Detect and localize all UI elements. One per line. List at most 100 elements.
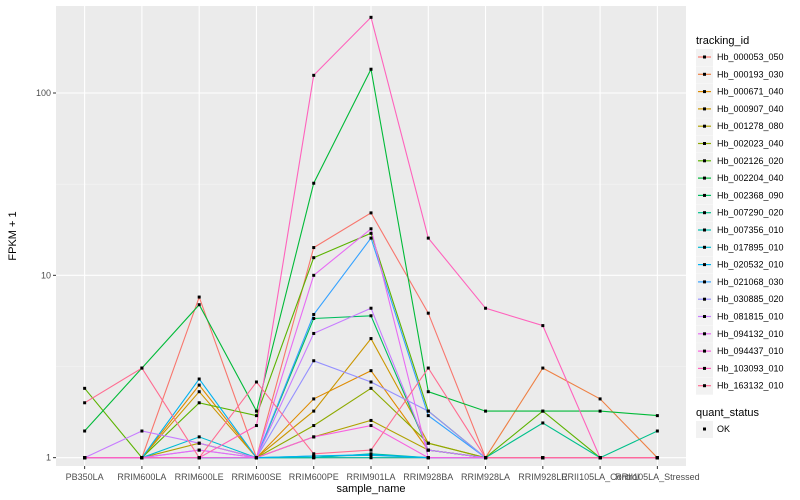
data-point [655,456,659,460]
data-point [312,435,316,439]
data-point [197,303,201,307]
x-tick-label: RRIM600SE [231,472,281,482]
x-axis-title: sample_name [336,483,405,495]
data-point [312,312,316,316]
y-axis: 1 10 100 [36,88,56,463]
legend-label: Hb_002023_040 [717,139,784,149]
legend-key-point [703,280,706,284]
legend-label: Hb_000907_040 [717,104,784,114]
legend-key-point [703,315,706,318]
legend-label: Hb_030885_020 [717,294,784,304]
legend-title: tracking_id [696,35,749,47]
data-point [541,409,545,413]
data-point [312,359,316,363]
data-point [369,211,373,215]
legend-label: Hb_094132_010 [717,329,784,339]
data-point [312,456,316,460]
quant-legend-label: OK [717,424,730,434]
data-point [369,227,373,231]
legend-label: Hb_007356_010 [717,225,784,235]
data-point [369,337,373,341]
legend-label: Hb_007290_020 [717,208,784,218]
data-point [83,386,87,390]
data-point [312,331,316,335]
quant-status-legend-title: quant_status [696,407,759,419]
data-point [655,429,659,433]
data-point [369,380,373,384]
data-point [369,306,373,310]
data-point [369,424,373,428]
legend-key-point [703,90,706,94]
data-point [369,418,373,422]
legend-label: Hb_020532_010 [717,260,784,270]
x-tick-label: RRIM600PE [289,472,339,482]
x-tick-label: RRIM600LE [175,472,224,482]
legend-key-point [703,176,706,180]
legend-label: Hb_000671_040 [717,87,784,97]
data-point [426,441,430,445]
data-point [426,414,430,418]
legend-key-point [703,263,706,267]
series-points [83,15,659,460]
data-point [541,456,545,460]
data-point [312,452,316,456]
legend-key-point [703,245,706,249]
data-point [197,383,201,387]
legend-label: Hb_163132_010 [717,381,784,391]
data-point [254,424,258,428]
quant-key-point [703,427,706,431]
legend-key-point [703,159,706,163]
x-tick-label: RRIM928BA [403,472,453,482]
data-point [197,448,201,452]
data-point [197,456,201,460]
x-tick-label: RRII105LA_Control [561,472,639,482]
legend-label: Hb_103093_010 [717,363,784,373]
data-point [369,314,373,318]
legend-label: Hb_081815_010 [717,312,784,322]
data-point [197,377,201,381]
legend: tracking_id Hb_000053_050 Hb_000193_030 Hb… [696,35,784,395]
data-point [541,421,545,425]
x-tick-label: RRII105LA_Stressed [615,472,700,482]
data-point [312,273,316,277]
x-tick-label: RRIM928LE [518,472,567,482]
legend-label: Hb_000193_030 [717,69,784,79]
legend-key-point [703,349,706,353]
data-point [484,409,488,413]
y-tick-label: 10 [41,270,51,280]
x-tick-label: RRIM600LA [117,472,166,482]
quant-status-legend: quant_status OK [696,407,759,438]
data-point [254,456,258,460]
data-point [369,231,373,235]
legend-key-point [703,55,706,59]
legend-label: Hb_002368_090 [717,190,784,200]
x-tick-label: RRIM901LA [346,472,395,482]
data-point [312,73,316,77]
data-point [426,236,430,240]
y-tick-label: 1 [46,453,51,463]
legend-label: Hb_021068_030 [717,277,784,287]
data-point [369,15,373,19]
data-point [369,456,373,460]
data-point [312,246,316,250]
data-point [369,386,373,390]
data-point [254,380,258,384]
data-point [197,435,201,439]
data-point [312,256,316,260]
data-point [197,295,201,299]
data-point [598,456,602,460]
data-point [140,366,144,370]
data-point [369,448,373,452]
data-point [369,236,373,240]
legend-key-point [703,228,706,232]
data-point [369,453,373,457]
x-axis: PB350LA RRIM600LA RRIM600LE RRIM600SE RRIM60… [66,466,700,482]
data-point [426,409,430,413]
legend-key-point [703,332,706,336]
data-point [254,414,258,418]
data-point [83,456,87,460]
data-point [83,429,87,433]
legend-key-point [703,193,706,197]
data-point [312,409,316,413]
